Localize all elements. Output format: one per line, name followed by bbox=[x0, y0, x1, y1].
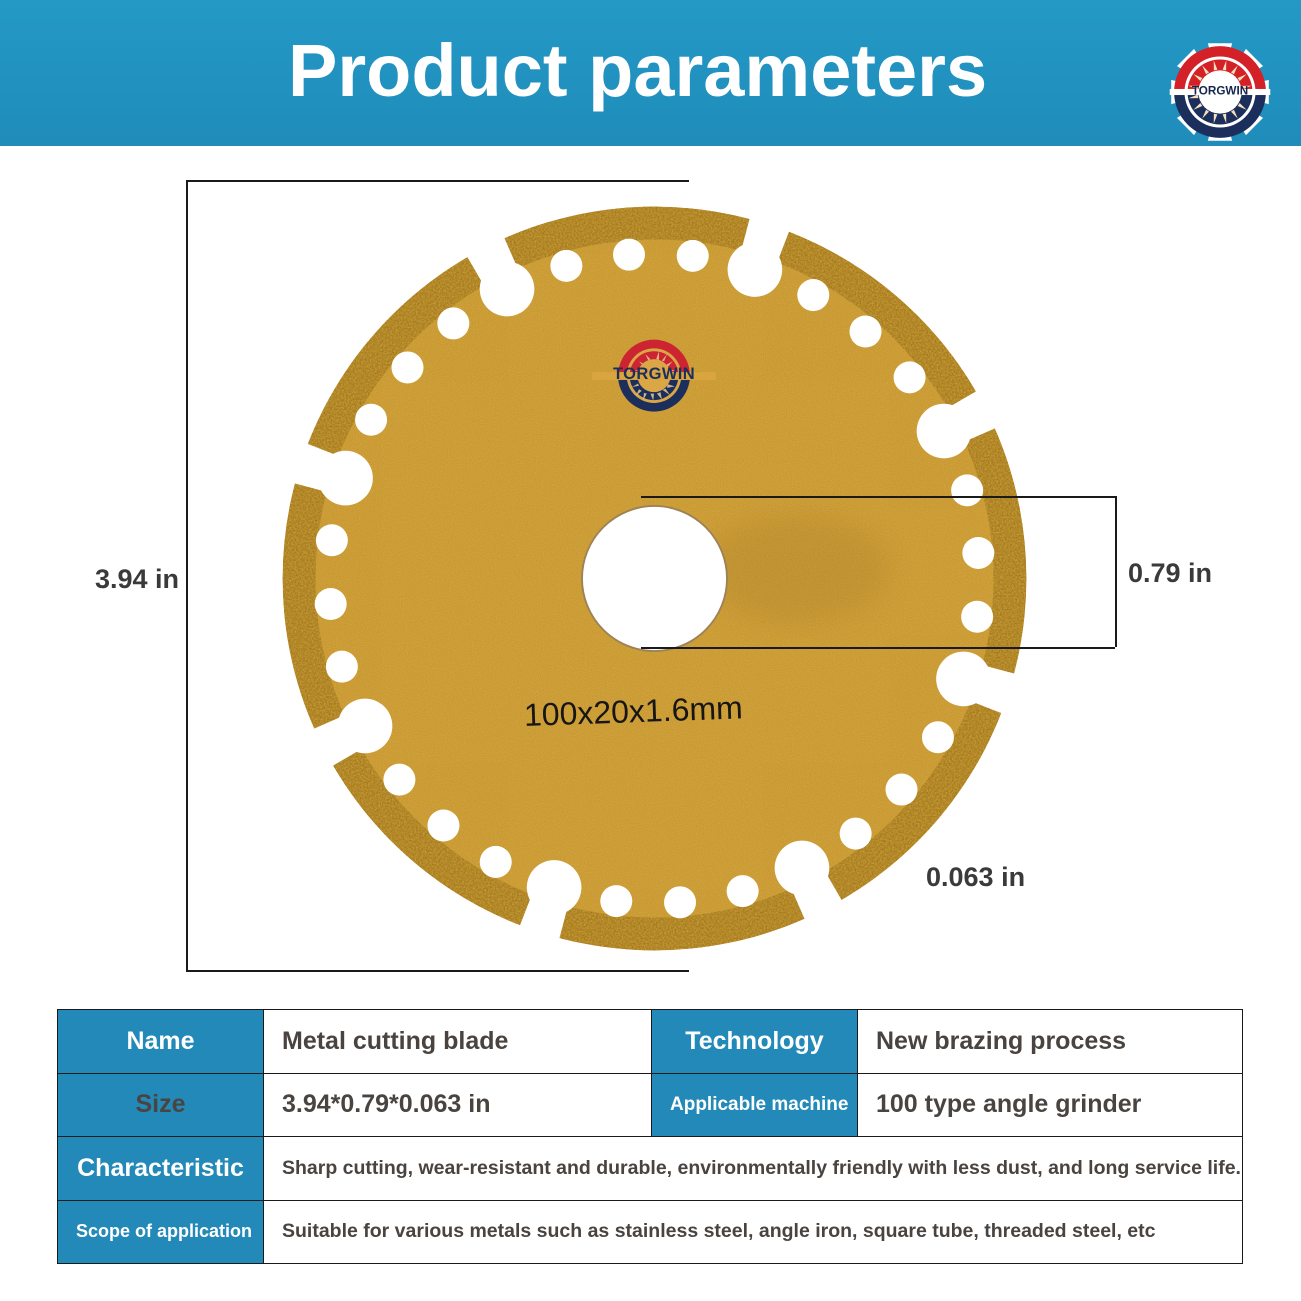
svg-text:TORGWIN: TORGWIN bbox=[1192, 85, 1248, 98]
svg-text:TORGWIN: TORGWIN bbox=[613, 364, 695, 383]
